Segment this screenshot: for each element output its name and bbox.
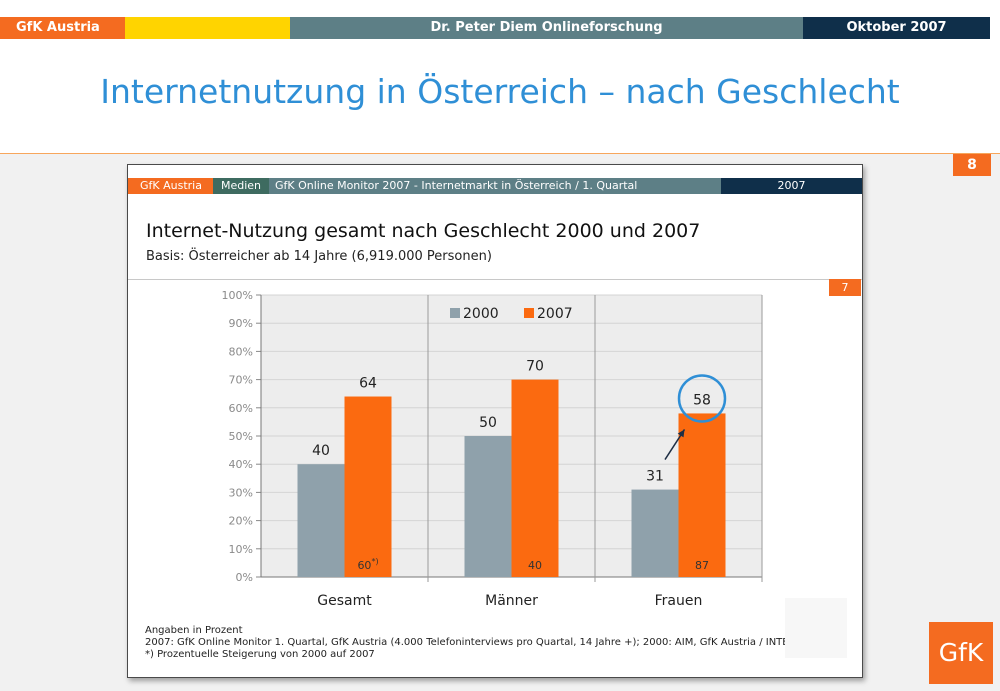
slide-header-bar: GfK Austria Medien GfK Online Monitor 20…: [128, 178, 862, 194]
header-date: Oktober 2007: [803, 17, 990, 39]
bar-2007-gesamt: [344, 396, 392, 577]
title-divider: [0, 153, 1000, 154]
bar-chart: 0%10%20%30%40%50%60%70%80%90%100%406460*…: [222, 289, 763, 609]
y-tick-label: 20%: [229, 515, 253, 528]
bar-2007-frauen: [678, 413, 726, 577]
legend-swatch: [524, 308, 534, 318]
note-line: *) Prozentuelle Steigerung von 2000 auf …: [145, 649, 375, 660]
data-label: 70: [526, 359, 544, 375]
y-tick-label: 0%: [236, 571, 253, 584]
header-center: Dr. Peter Diem Onlineforschung: [290, 17, 803, 39]
embedded-slide: GfK Austria Medien GfK Online Monitor 20…: [127, 164, 863, 678]
y-tick-label: 10%: [229, 543, 253, 556]
bar-2000-männer: [464, 436, 512, 577]
slide-number-badge: 7: [829, 279, 861, 296]
note-line: 2007: GfK Online Monitor 1. Quartal, GfK…: [145, 637, 816, 648]
slide-title: Internet-Nutzung gesamt nach Geschlecht …: [146, 220, 701, 242]
footnote-mark: *): [371, 557, 378, 566]
bar-2007-männer: [511, 379, 559, 577]
slide-brand: GfK Austria: [128, 178, 213, 194]
category-label: Gesamt: [317, 593, 372, 609]
decorative-box: [785, 598, 847, 658]
data-label: 50: [479, 415, 497, 431]
slide-notes: Angaben in Prozent 2007: GfK Online Moni…: [145, 625, 815, 661]
category-label: Männer: [485, 593, 538, 609]
slide-divider: [128, 279, 862, 280]
data-label: 64: [359, 376, 377, 392]
y-tick-label: 60%: [229, 402, 253, 415]
bar-2000-gesamt: [297, 464, 345, 577]
slide-source: GfK Online Monitor 2007 - Internetmarkt …: [269, 178, 721, 194]
slide-subtitle: Basis: Österreicher ab 14 Jahre (6,919.0…: [146, 249, 492, 264]
y-tick-label: 70%: [229, 374, 253, 387]
top-bar: GfK Austria Dr. Peter Diem Onlineforschu…: [0, 17, 1000, 39]
legend-swatch: [450, 308, 460, 318]
increase-label: 40: [528, 559, 542, 572]
bar-2000-frauen: [631, 489, 679, 577]
increase-label: 87: [695, 559, 709, 572]
data-label: 40: [312, 443, 330, 459]
y-tick-label: 50%: [229, 430, 253, 443]
slide-year: 2007: [721, 178, 862, 194]
y-tick-label: 100%: [222, 289, 253, 302]
gfk-logo: GfK: [929, 622, 993, 684]
arrow-head: [677, 429, 685, 438]
data-label: 58: [693, 392, 711, 408]
brand-label: GfK Austria: [0, 17, 125, 39]
y-tick-label: 90%: [229, 317, 253, 330]
y-tick-label: 30%: [229, 486, 253, 499]
y-tick-label: 40%: [229, 458, 253, 471]
data-label: 31: [646, 469, 664, 485]
yellow-band: [125, 17, 290, 39]
slide-section: Medien: [213, 178, 269, 194]
page-number-badge: 8: [953, 154, 991, 176]
category-label: Frauen: [655, 593, 703, 609]
y-tick-label: 80%: [229, 345, 253, 358]
note-line: Angaben in Prozent: [145, 625, 243, 636]
legend-label: 2000: [463, 306, 499, 322]
highlight-circle: [677, 374, 727, 423]
legend-label: 2007: [537, 306, 573, 322]
page-title: Internetnutzung in Österreich – nach Ges…: [100, 72, 900, 111]
